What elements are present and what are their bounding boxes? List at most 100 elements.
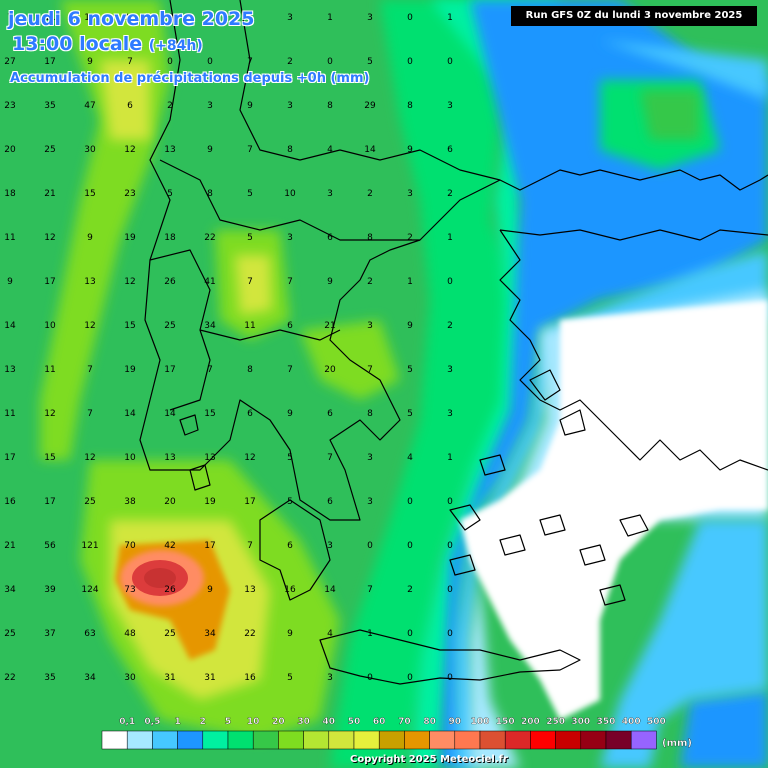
grid-value: 13 [164, 453, 175, 463]
grid-value: 3 [327, 541, 333, 551]
grid-value: 17 [244, 497, 255, 507]
grid-value: 9 [247, 101, 253, 111]
grid-value: 13 [244, 585, 255, 595]
grid-value: 20 [4, 145, 16, 155]
grid-value: 18 [124, 13, 136, 23]
grid-value: 9 [407, 321, 413, 331]
legend-swatch [605, 730, 632, 750]
grid-value: 7 [87, 409, 93, 419]
grid-value: 8 [287, 145, 293, 155]
legend-swatch [278, 730, 304, 750]
legend-swatch [101, 730, 128, 750]
ionian-islands [179, 414, 211, 491]
legend-labels: 0,1 0,5 1 2 5 10 20 30 40 50 60 70 80 90 100 150 200 250 3… [119, 717, 666, 727]
grid-value: 25 [4, 629, 15, 639]
grid-value: 6 [447, 145, 453, 155]
grid-value: 3 [287, 233, 293, 243]
grid-value: 25 [164, 629, 175, 639]
grid-value: 0 [447, 497, 453, 507]
grid-value: 8 [407, 101, 413, 111]
grid-value: 6 [327, 409, 333, 419]
crete-coastline [319, 629, 581, 685]
grid-value: 21 [44, 189, 55, 199]
grid-value: 16 [4, 497, 16, 507]
grid-value: 20 [164, 497, 176, 507]
grid-value: 7 [247, 57, 253, 67]
grid-value: 25 [44, 145, 55, 155]
legend-swatch [252, 730, 279, 750]
grid-value: 11 [4, 409, 15, 419]
marmara-coastline [499, 229, 768, 241]
grid-value: 13 [84, 277, 95, 287]
legend-swatch [328, 730, 355, 750]
legend-value: 300 [571, 717, 590, 727]
grid-value: 30 [84, 145, 96, 155]
grid-value: 17 [164, 365, 175, 375]
grid-value: 13 [4, 365, 15, 375]
legend-swatch [429, 730, 456, 750]
grid-value: 3 [287, 101, 293, 111]
cyclades-islands [449, 504, 649, 606]
grid-value: 12 [124, 145, 135, 155]
legend-value: 10 [247, 717, 260, 727]
grid-value: 16 [284, 585, 296, 595]
grid-value: 1 [367, 629, 373, 639]
grid-value: 0 [407, 13, 413, 23]
legend-swatch [177, 730, 204, 750]
grid-value: 9 [87, 57, 93, 67]
legend-swatch [479, 730, 506, 750]
grid-value: 21 [324, 321, 335, 331]
grid-value: 0 [367, 673, 373, 683]
grid-value: 17 [44, 277, 55, 287]
grid-value: 1 [327, 13, 333, 23]
legend-swatch [454, 730, 481, 750]
grid-value: 13 [204, 453, 215, 463]
grid-value: 27 [4, 57, 15, 67]
grid-value: 56 [44, 541, 56, 551]
map-subtitle: Accumulation de précipitations depuis +0… [10, 71, 370, 86]
grid-value: 15 [84, 189, 95, 199]
grid-value: 31 [164, 673, 175, 683]
grid-value: 15 [44, 453, 55, 463]
grid-value: 48 [124, 629, 136, 639]
grid-value: 9 [327, 277, 333, 287]
grid-value: 25 [84, 497, 95, 507]
grid-value: 4 [407, 453, 413, 463]
grid-value: 3 [407, 189, 413, 199]
grid-value: 3 [447, 101, 453, 111]
border-north-1 [239, 0, 501, 181]
precip-zone-sky-se [600, 520, 768, 768]
grid-value: 5 [287, 497, 293, 507]
grid-value: 19 [204, 497, 216, 507]
grid-value: 7 [287, 365, 293, 375]
grid-value: 7 [287, 277, 293, 287]
legend-value: 5 [225, 717, 231, 727]
legend-swatch [504, 730, 531, 750]
grid-value: 5 [287, 673, 293, 683]
grid-value: 1 [447, 233, 453, 243]
precip-zone-yellow-mid [235, 255, 272, 315]
coastline-layer [139, 0, 768, 685]
grid-value: 14 [4, 321, 16, 331]
legend-value: 500 [647, 717, 666, 727]
grid-value: 34 [84, 673, 96, 683]
precip-zone-blue [440, 0, 768, 768]
legend-value: 150 [496, 717, 515, 727]
grid-value: 11 [4, 233, 15, 243]
forecast-time-label: 13:00 locale [12, 33, 143, 55]
grid-value: 12 [44, 233, 55, 243]
grid-value: 6 [167, 13, 173, 23]
grid-value: 3 [447, 365, 453, 375]
peloponnese-coastline [259, 499, 331, 601]
grid-value: 0 [407, 497, 413, 507]
legend-value: 0,5 [144, 717, 160, 727]
grid-value: 7 [87, 365, 93, 375]
grid-value: 14 [164, 409, 176, 419]
grid-value: 21 [4, 541, 15, 551]
grid-value: 5 [247, 233, 253, 243]
grid-value: 7 [247, 277, 253, 287]
grid-value: 11 [44, 365, 55, 375]
legend-value: 100 [471, 717, 490, 727]
grid-value: 0 [407, 673, 413, 683]
grid-value: 0 [407, 57, 413, 67]
